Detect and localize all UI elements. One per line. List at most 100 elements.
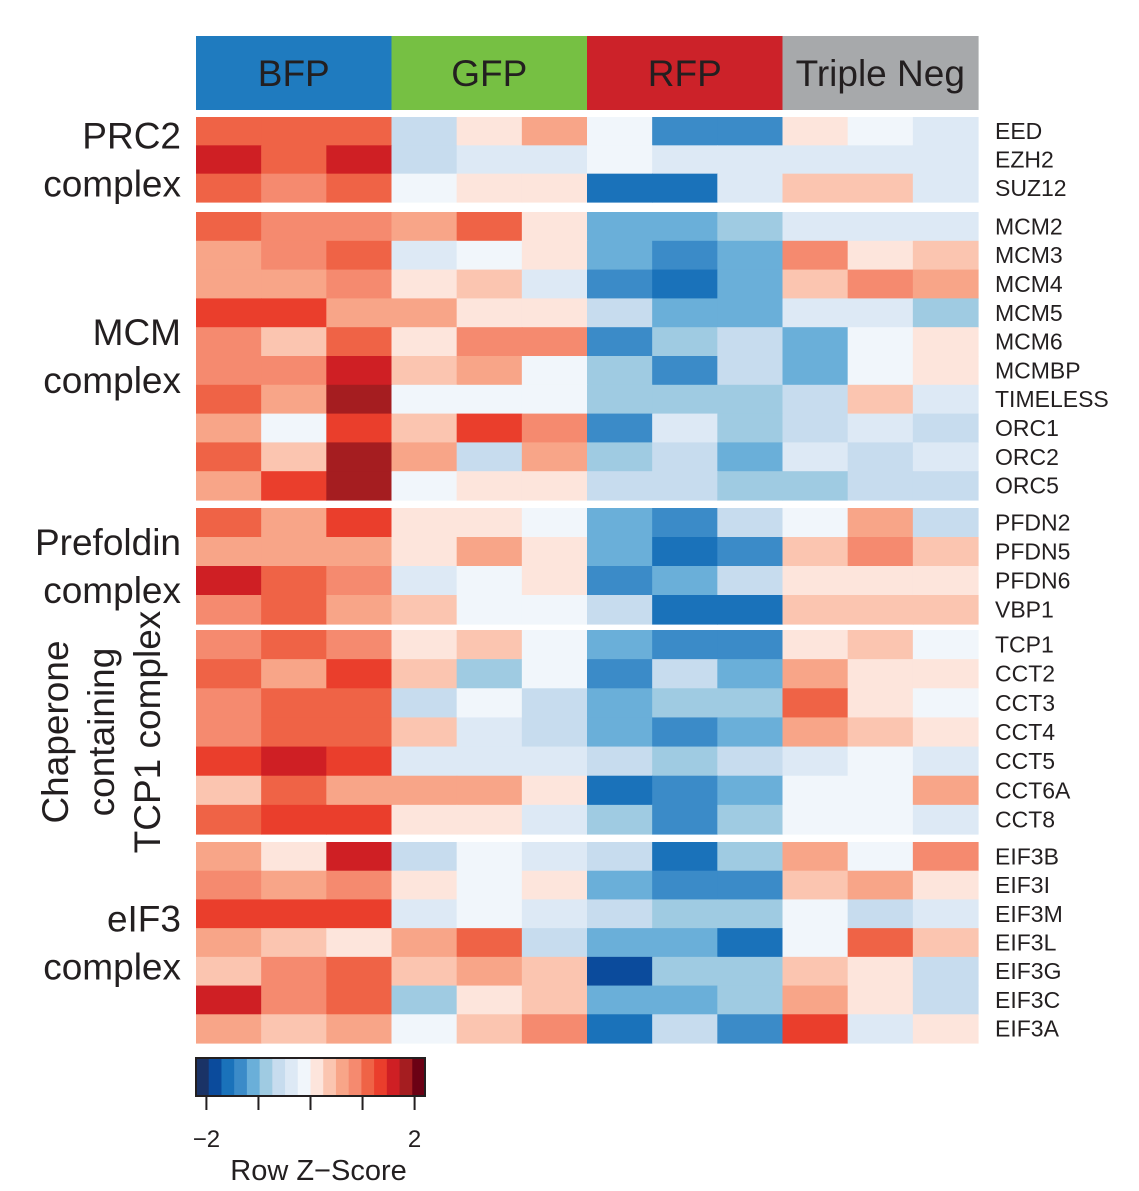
heatmap-cell	[326, 630, 393, 660]
heatmap-cell	[652, 566, 718, 596]
row-label: EIF3G	[995, 958, 1061, 984]
heatmap-cell	[456, 746, 523, 777]
heatmap-cell	[391, 688, 458, 719]
heatmap-cell	[587, 842, 653, 872]
heatmap-cell	[326, 1014, 393, 1044]
heatmap-cell	[587, 1014, 653, 1044]
heatmap-cell	[717, 269, 784, 299]
heatmap-cell	[456, 595, 523, 625]
heatmap-cell	[196, 384, 262, 415]
heatmap-cell	[521, 595, 588, 625]
heatmap-cell	[782, 508, 849, 538]
heatmap-cell	[847, 595, 914, 625]
heatmap-cell	[912, 384, 979, 415]
heatmap-cell	[196, 442, 262, 472]
heatmap-cell	[847, 1014, 914, 1044]
heatmap-cell	[652, 1014, 718, 1044]
heatmap-cell	[391, 173, 458, 203]
heatmap-cell	[587, 240, 653, 271]
heatmap-cell	[196, 775, 262, 806]
heatmap-cell	[782, 1014, 849, 1044]
heatmap-cell	[326, 985, 393, 1015]
heatmap-cell	[652, 928, 718, 958]
heatmap-cell	[912, 356, 979, 386]
column-group-label: GFP	[451, 53, 527, 94]
row-label: CCT6A	[995, 777, 1071, 803]
row-label: MCMBP	[995, 357, 1081, 383]
heatmap-cell	[196, 508, 262, 538]
heatmap-cell	[261, 717, 327, 748]
heatmap-cell	[261, 173, 327, 203]
heatmap-cell	[196, 985, 262, 1015]
colorbar-swatch	[335, 1058, 350, 1096]
heatmap-cell	[521, 956, 588, 987]
heatmap-cell	[326, 928, 393, 958]
colorbar-swatch	[221, 1058, 235, 1096]
heatmap-cell	[912, 928, 979, 958]
heatmap-cell	[521, 442, 588, 472]
column-group-bar	[391, 36, 588, 110]
row-label: VBP1	[995, 597, 1054, 623]
heatmap-cell	[391, 746, 458, 777]
heatmap-cell	[521, 566, 588, 596]
row-group-label: Chaperone	[35, 640, 76, 823]
heatmap-cell	[521, 240, 588, 271]
heatmap-cell	[652, 212, 718, 242]
heatmap-cell	[847, 327, 914, 357]
heatmap-cell	[782, 117, 849, 146]
heatmap-cell	[652, 173, 718, 203]
heatmap-cell	[521, 269, 588, 299]
heatmap-cell	[521, 688, 588, 719]
heatmap-cell	[196, 566, 262, 596]
colorbar-swatch	[412, 1058, 426, 1096]
heatmap-cell	[782, 240, 849, 271]
heatmap-cell	[391, 269, 458, 299]
row-group-label: MCM	[93, 312, 181, 353]
heatmap-cell	[456, 1014, 523, 1044]
heatmap-cell	[652, 870, 718, 901]
heatmap-cell	[196, 212, 262, 242]
heatmap-cell	[456, 717, 523, 748]
heatmap-cell	[391, 717, 458, 748]
heatmap-cell	[717, 537, 784, 567]
heatmap-cell	[521, 413, 588, 443]
heatmap-cell	[652, 471, 718, 501]
row-label: EIF3L	[995, 930, 1057, 956]
heatmap-cell	[326, 659, 393, 689]
heatmap-cell	[912, 804, 979, 835]
heatmap-cell	[196, 327, 262, 357]
heatmap-cell	[326, 775, 393, 806]
heatmap-cell	[521, 985, 588, 1015]
heatmap-cell	[912, 145, 979, 175]
heatmap-cell	[196, 717, 262, 748]
heatmap-cell	[326, 240, 393, 271]
heatmap-cell	[587, 145, 653, 175]
heatmap-cell	[782, 928, 849, 958]
heatmap-cell	[587, 928, 653, 958]
heatmap-cell	[261, 566, 327, 596]
heatmap-cell	[521, 212, 588, 242]
heatmap-cell	[652, 145, 718, 175]
heatmap-cell	[391, 413, 458, 443]
heatmap-cell	[326, 269, 393, 299]
heatmap-cell	[261, 956, 327, 987]
heatmap-cell	[261, 1014, 327, 1044]
row-group-label: Prefoldin	[35, 522, 181, 563]
heatmap-cell	[326, 537, 393, 567]
heatmap-cell	[456, 870, 523, 901]
heatmap-cell	[587, 956, 653, 987]
heatmap-cell	[717, 327, 784, 357]
heatmap-cell	[717, 566, 784, 596]
colorbar-swatch	[386, 1058, 401, 1096]
heatmap-cell	[456, 899, 523, 929]
heatmap-cell	[782, 173, 849, 203]
row-label: PFDN6	[995, 568, 1070, 594]
heatmap-cell	[261, 688, 327, 719]
heatmap-cell	[782, 327, 849, 357]
heatmap-cell	[717, 1014, 784, 1044]
heatmap-cell	[456, 356, 523, 386]
row-group-label: PRC2	[82, 116, 181, 157]
row-label: EIF3B	[995, 843, 1059, 869]
heatmap-cell	[261, 595, 327, 625]
heatmap-cell	[652, 899, 718, 929]
